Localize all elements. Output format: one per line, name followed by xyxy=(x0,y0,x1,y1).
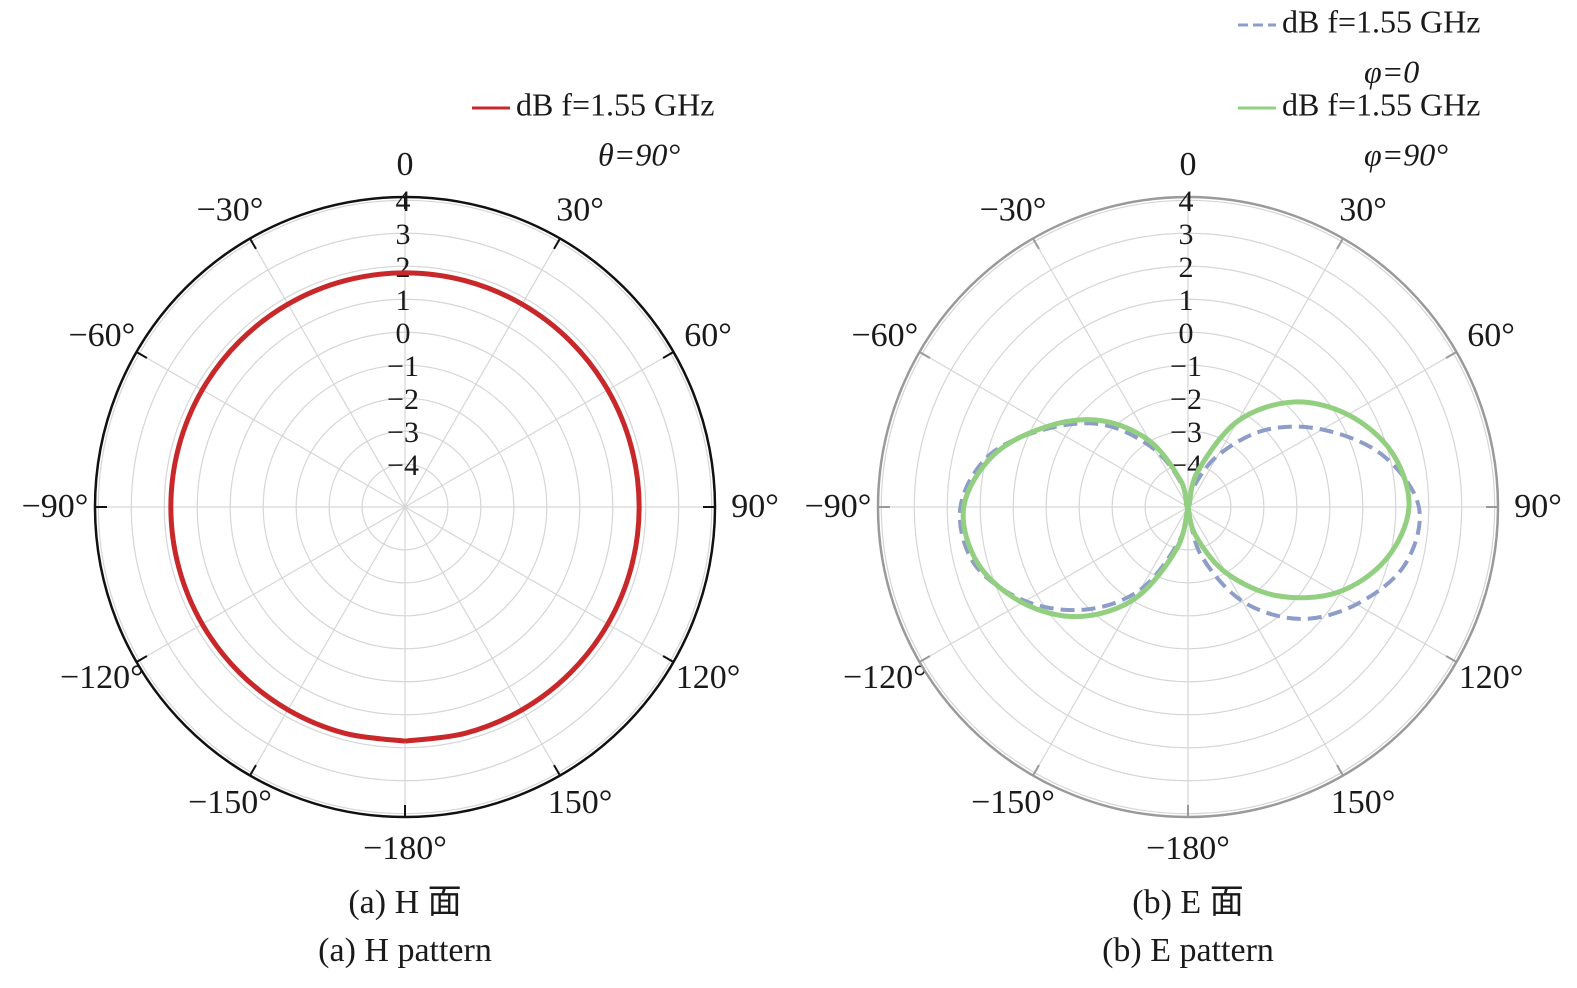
legend-label: φ=90° xyxy=(1364,136,1448,172)
radial-tick-label: 2 xyxy=(396,251,411,284)
legend-label: dB f=1.55 GHz xyxy=(1282,3,1480,39)
angular-tick-label: −180° xyxy=(363,830,447,867)
angular-tick xyxy=(553,764,561,776)
radial-tick-label: −2 xyxy=(1170,383,1202,416)
caption: (b) E pattern xyxy=(1102,932,1274,969)
polar-frame xyxy=(93,195,717,819)
angular-tick-label: −90° xyxy=(22,488,89,525)
angular-grid-line xyxy=(919,506,1189,663)
angular-grid-line xyxy=(404,506,674,663)
angular-tick-label: 60° xyxy=(1467,317,1515,354)
radial-tick-label: 2 xyxy=(1179,251,1194,284)
angular-tick xyxy=(1445,655,1457,663)
angular-tick-label: −30° xyxy=(197,192,264,229)
caption: (a) H pattern xyxy=(318,932,492,969)
series-line xyxy=(960,399,1412,620)
polar-chart: 0 30° 60° 90° 120° 150° −180° −150° −120° −90° −60… xyxy=(22,86,779,968)
angular-tick-label: 120° xyxy=(1459,659,1524,696)
radial-tick-label: 1 xyxy=(1179,284,1194,317)
angular-tick-label: 90° xyxy=(731,488,779,525)
angular-grid-line xyxy=(1187,506,1457,663)
radial-tick-label: 1 xyxy=(396,284,411,317)
angular-grid-line xyxy=(249,238,406,508)
angular-grid-line xyxy=(404,351,674,508)
radial-tick-label: −3 xyxy=(387,416,419,449)
angular-tick xyxy=(662,351,674,359)
angular-tick xyxy=(919,351,931,359)
angular-grid-line xyxy=(1187,238,1344,508)
angular-grid-line xyxy=(404,506,561,776)
legend-label: dB f=1.55 GHz xyxy=(516,86,714,122)
angular-tick xyxy=(1032,238,1040,250)
legend-label: φ=0 xyxy=(1364,53,1419,89)
polar-frame xyxy=(876,195,1500,819)
angular-tick-label: 150° xyxy=(1331,784,1396,821)
angular-grid-line xyxy=(1187,506,1344,776)
angular-tick xyxy=(919,655,931,663)
angular-tick-label: 30° xyxy=(556,192,604,229)
angular-tick xyxy=(136,351,148,359)
angular-grid-line xyxy=(136,506,406,663)
radial-tick-label: −1 xyxy=(1170,350,1202,383)
radial-tick-label: 0 xyxy=(1179,317,1194,350)
angular-tick xyxy=(249,238,257,250)
radial-tick-label: 3 xyxy=(396,218,411,251)
angular-tick-label: −120° xyxy=(843,659,927,696)
radial-tick-label: 3 xyxy=(1179,218,1194,251)
angular-tick-label: 60° xyxy=(684,317,732,354)
angular-grid-line xyxy=(136,351,406,508)
angular-tick-label: 90° xyxy=(1514,488,1562,525)
angular-tick xyxy=(1032,764,1040,776)
caption: (b) E 面 xyxy=(1132,884,1243,921)
angular-grid-line xyxy=(249,506,406,776)
angular-tick xyxy=(249,764,257,776)
angular-tick-label: 150° xyxy=(548,784,613,821)
angular-grid-line xyxy=(919,351,1189,508)
radial-tick-label: −2 xyxy=(387,383,419,416)
angular-tick xyxy=(1445,351,1457,359)
radial-tick-label: 0 xyxy=(396,317,411,350)
angular-grid-line xyxy=(404,238,561,508)
legend-label: dB f=1.55 GHz xyxy=(1282,86,1480,122)
radial-tick-label: 4 xyxy=(1179,185,1194,218)
angular-grid-line xyxy=(1032,506,1189,776)
angular-tick-label: −150° xyxy=(188,784,272,821)
angular-tick-label: 0 xyxy=(397,146,414,183)
radial-tick-label: −3 xyxy=(1170,416,1202,449)
angular-tick-label: −60° xyxy=(852,317,919,354)
angular-tick-label: 0 xyxy=(1180,146,1197,183)
angular-tick-label: −120° xyxy=(60,659,144,696)
radial-tick-label: −4 xyxy=(387,449,419,482)
caption: (a) H 面 xyxy=(348,884,461,921)
angular-tick-label: −90° xyxy=(805,488,872,525)
angular-tick xyxy=(553,238,561,250)
angular-tick-label: 30° xyxy=(1339,192,1387,229)
angular-tick-label: −30° xyxy=(980,192,1047,229)
angular-tick-label: −180° xyxy=(1146,830,1230,867)
angular-tick-label: 120° xyxy=(676,659,741,696)
radial-tick-label: 4 xyxy=(396,185,411,218)
angular-tick xyxy=(662,655,674,663)
angular-tick xyxy=(136,655,148,663)
angular-tick-label: −150° xyxy=(971,784,1055,821)
angular-tick xyxy=(1336,764,1344,776)
radial-tick-label: −1 xyxy=(387,350,419,383)
legend-label: θ=90° xyxy=(598,136,680,172)
angular-tick-label: −60° xyxy=(69,317,136,354)
polar-chart: 0 30° 60° 90° 120° 150° −180° −150° −120° −90° −60… xyxy=(805,3,1562,968)
angular-tick xyxy=(1336,238,1344,250)
series-line xyxy=(168,270,642,744)
angular-grid-line xyxy=(1032,238,1189,508)
